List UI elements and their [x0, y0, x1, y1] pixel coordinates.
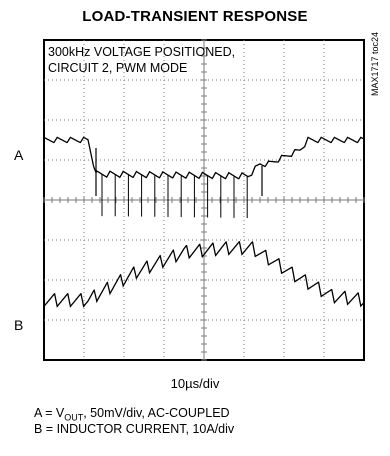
trace-b — [43, 241, 365, 308]
plot-annotation-line: CIRCUIT 2, PWM MODE — [48, 61, 187, 75]
trace-a — [43, 136, 365, 180]
legend-a-prefix: A = V — [34, 406, 65, 420]
chart-title: LOAD-TRANSIENT RESPONSE — [82, 8, 308, 25]
legend-a-subscript: OUT — [64, 412, 84, 423]
legend-a-rest: , 50mV/div, AC-COUPLED — [83, 406, 230, 420]
plot-annotation-line: 300kHz VOLTAGE POSITIONED, — [48, 45, 235, 59]
side-code-label: MAX1717 toc24 — [370, 32, 380, 96]
legend-a: A = VOUT, 50mV/div, AC-COUPLED — [34, 406, 230, 423]
legend-b: B = INDUCTOR CURRENT, 10A/div — [34, 422, 235, 436]
channel-b-label: B — [14, 317, 24, 333]
channel-a-label: A — [14, 147, 24, 163]
time-scale-label: 10µs/div — [170, 376, 220, 391]
